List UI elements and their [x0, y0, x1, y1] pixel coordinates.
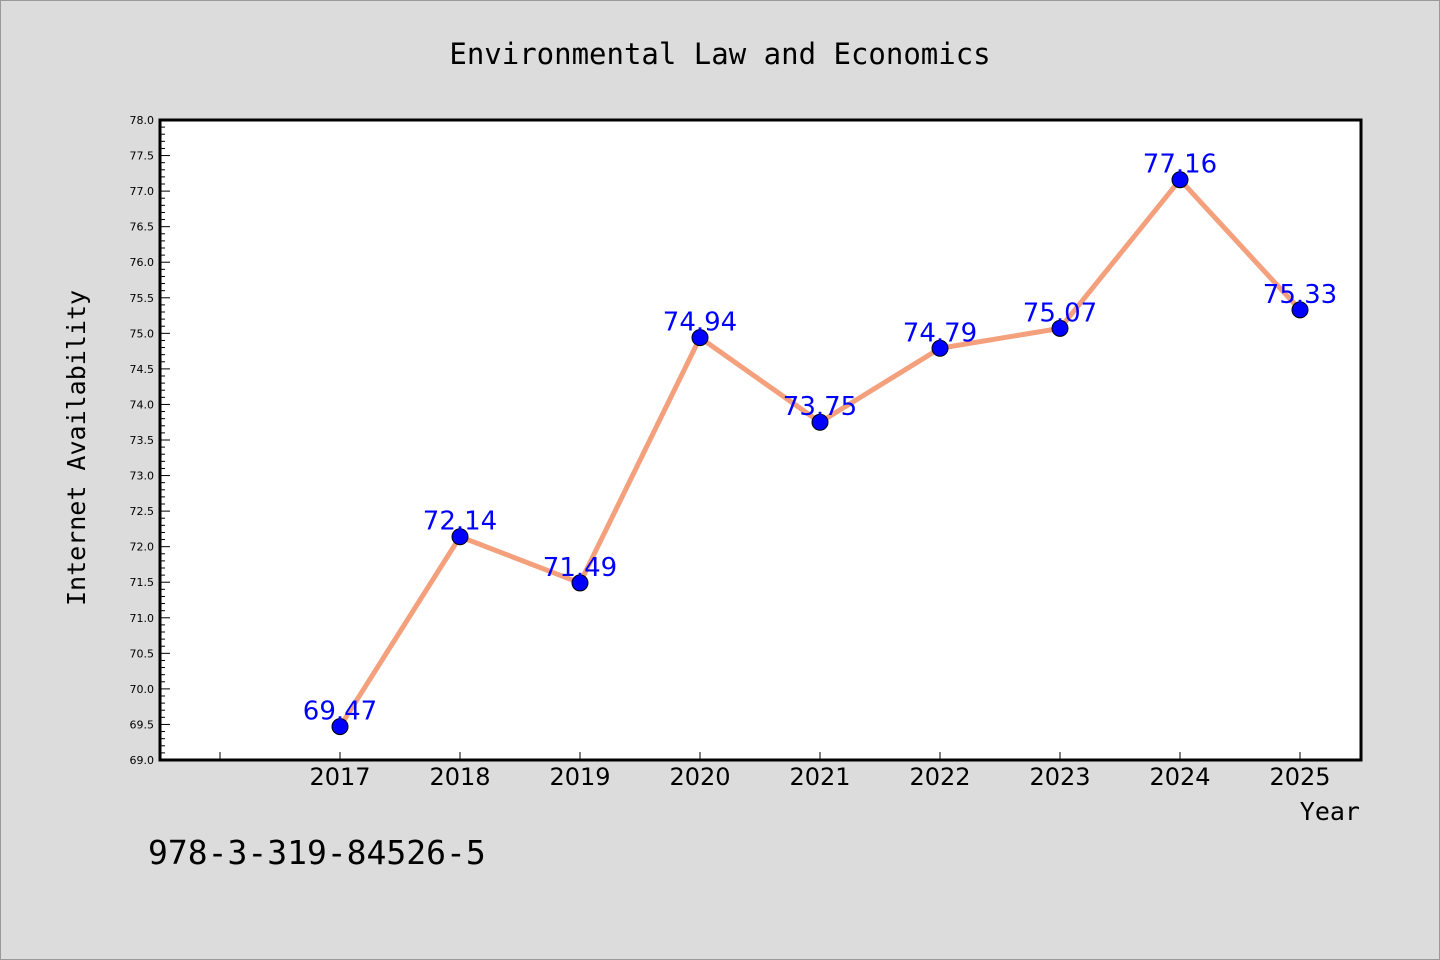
- y-tick-label: 70.5: [130, 647, 155, 660]
- data-label: 73.75: [783, 392, 857, 422]
- data-label: 75.07: [1023, 298, 1097, 328]
- y-tick-label: 72.5: [130, 505, 155, 518]
- y-tick-label: 77.5: [130, 150, 155, 163]
- y-tick-label: 75.5: [130, 292, 155, 305]
- x-tick-label: 2021: [789, 763, 850, 791]
- x-axis-title: Year: [1300, 797, 1360, 826]
- x-axis: 2017 2018 2019 2020 2021 2022 2023 2024 2025: [219, 752, 1331, 791]
- y-tick-label: 77.0: [130, 185, 155, 198]
- series-line-group: 69.47 72.14 71.49 74.94 73.75 74.79 75.07 77.16…: [303, 150, 1337, 736]
- data-label: 75.33: [1263, 280, 1337, 310]
- data-label: 72.14: [423, 507, 497, 537]
- data-label: 74.79: [903, 318, 977, 348]
- y-tick-label: 70.0: [130, 683, 155, 696]
- x-tick-label: 2018: [429, 763, 490, 791]
- y-tick-label: 74.0: [130, 398, 155, 411]
- y-axis: 69.0 69.5 70.0 70.5 71.0 71.5 72.0 72.5 73.0 73.5…: [130, 114, 170, 767]
- y-tick-label: 69.0: [130, 754, 155, 767]
- data-point: [1051, 319, 1069, 337]
- chart-title: Environmental Law and Economics: [449, 37, 990, 71]
- data-label: 77.16: [1143, 150, 1217, 180]
- y-tick-label: 71.5: [130, 576, 155, 589]
- plot-area: [158, 118, 1363, 762]
- y-tick-label: 76.0: [130, 256, 155, 269]
- data-label: 74.94: [663, 308, 737, 338]
- data-point: [1171, 171, 1189, 189]
- y-tick-label: 73.5: [130, 434, 155, 447]
- x-tick-label: 2020: [669, 763, 730, 791]
- data-point: [691, 329, 709, 347]
- y-tick-label: 78.0: [130, 114, 155, 127]
- y-tick-label: 74.5: [130, 363, 155, 376]
- data-point: [811, 413, 829, 431]
- data-label: 71.49: [543, 553, 617, 583]
- y-tick-label: 69.5: [130, 718, 155, 731]
- data-point: [331, 718, 349, 736]
- y-tick-label: 76.5: [130, 221, 155, 234]
- isbn-footer: 978-3-319-84526-5: [148, 833, 486, 872]
- x-tick-label: 2019: [549, 763, 610, 791]
- data-point: [451, 528, 469, 546]
- data-label: 69.47: [303, 697, 377, 727]
- x-tick-label: 2023: [1029, 763, 1090, 791]
- x-tick-label: 2017: [309, 763, 370, 791]
- x-tick-label: 2025: [1269, 763, 1330, 791]
- y-tick-label: 75.0: [130, 327, 155, 340]
- y-axis-title: Internet Availability: [62, 290, 91, 606]
- data-point: [1291, 301, 1309, 319]
- y-tick-label: 72.0: [130, 541, 155, 554]
- x-tick-label: 2022: [909, 763, 970, 791]
- x-tick-label: 2024: [1149, 763, 1210, 791]
- y-tick-label: 73.0: [130, 470, 155, 483]
- data-point: [571, 574, 589, 592]
- y-tick-label: 71.0: [130, 612, 155, 625]
- data-point: [931, 339, 949, 357]
